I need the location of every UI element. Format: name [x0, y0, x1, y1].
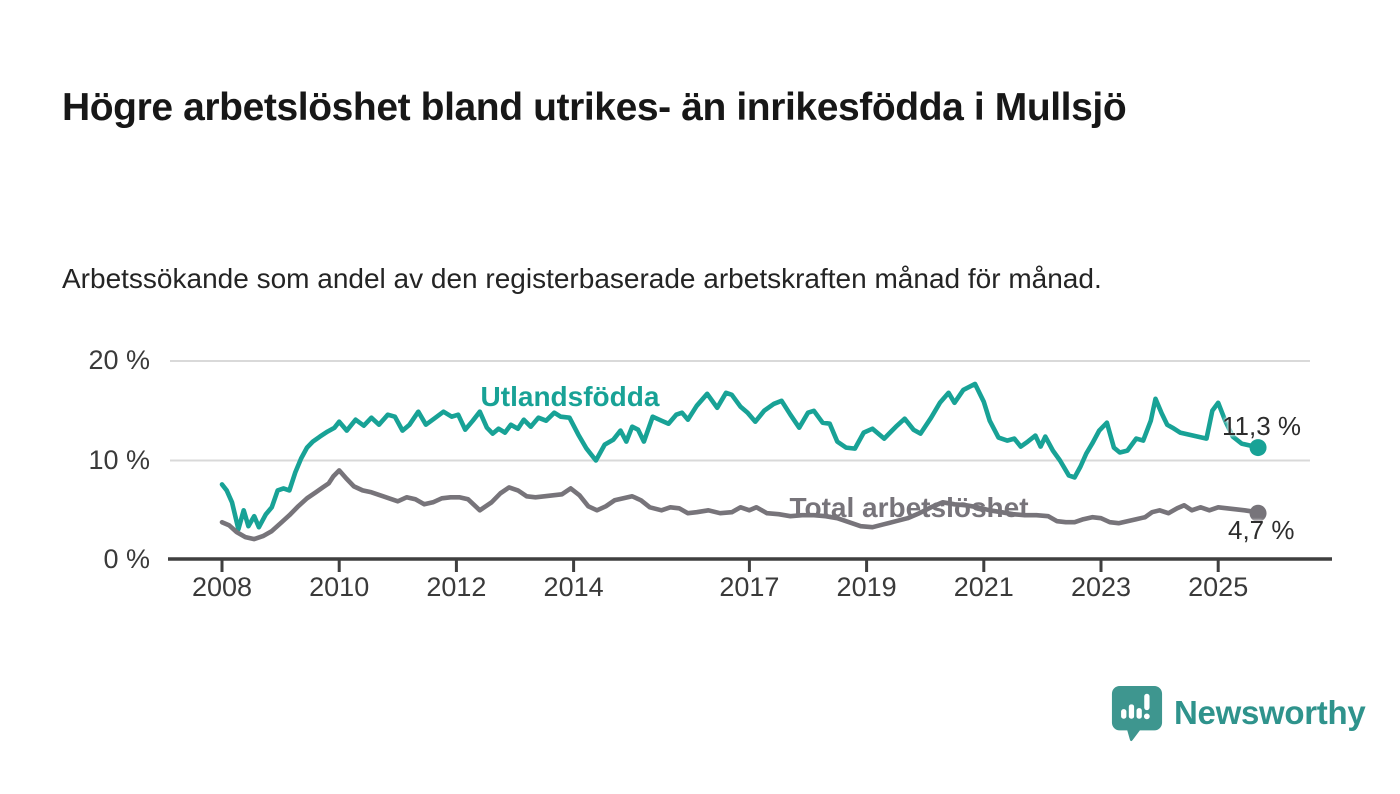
end-dot-utlandsfodda [1249, 439, 1267, 457]
x-axis-label: 2014 [543, 572, 604, 602]
newsworthy-wordmark: Newsworthy [1174, 694, 1366, 731]
x-axis-label: 2025 [1188, 572, 1249, 602]
series-label-total: Total arbetslöshet [789, 492, 1029, 523]
x-axis-label: 2012 [426, 572, 487, 602]
x-axis-label: 2021 [953, 572, 1014, 602]
x-axis-label: 2023 [1070, 572, 1132, 602]
value-label-utlandsfodda: 11,3 % [1222, 411, 1302, 441]
series-label-utlandsfodda: Utlandsfödda [480, 381, 660, 412]
x-axis-label: 2017 [719, 572, 780, 602]
y-axis-label: 20 % [88, 345, 150, 375]
line-series-utlandsfodda [219, 381, 1261, 532]
y-axis-label: 10 % [88, 444, 150, 475]
x-axis-label: 2010 [309, 572, 370, 602]
newsworthy-logo-icon [1111, 686, 1163, 742]
value-label-total: 4,7 % [1228, 515, 1295, 545]
chart-description: Arbetssökande som andel av den registerb… [62, 263, 1102, 294]
end-dot-total [1249, 504, 1267, 522]
newsworthy-logo: Newsworthy [1110, 684, 1366, 742]
x-axis-label: 2019 [836, 572, 897, 602]
x-axis-label: 2008 [191, 572, 253, 602]
chart-plot [168, 360, 1332, 572]
y-axis-label: 0 % [103, 544, 150, 574]
line-series-total [219, 468, 1261, 542]
page-title: Högre arbetslöshet bland utrikes- än inr… [62, 86, 1127, 130]
